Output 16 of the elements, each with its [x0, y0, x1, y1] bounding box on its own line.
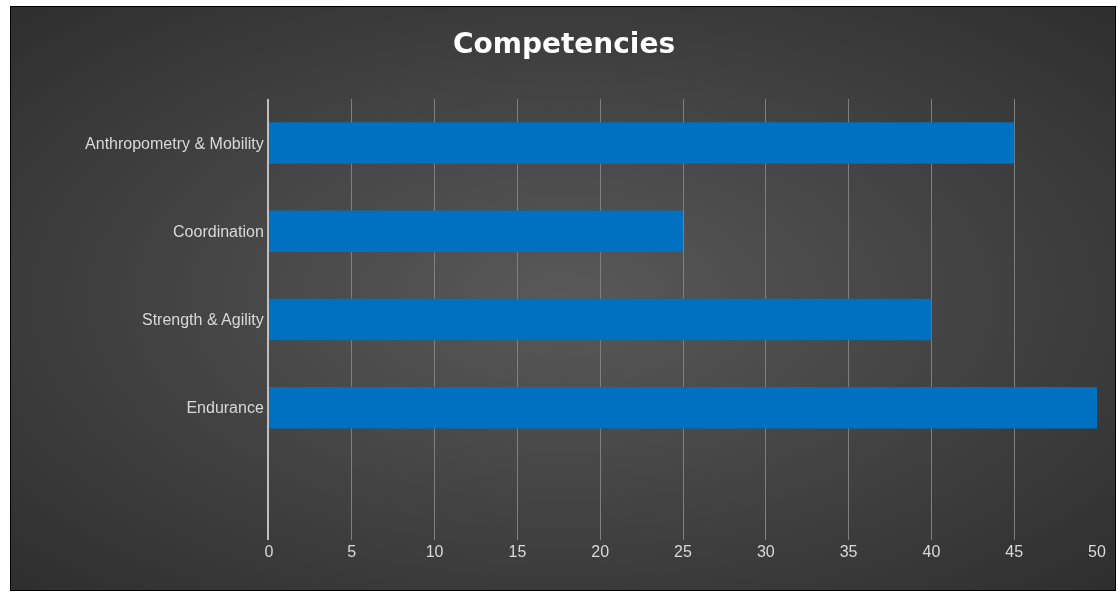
- x-tick-label: 35: [839, 543, 858, 560]
- y-tick-label: Coordination: [173, 222, 264, 240]
- x-tick-label: 45: [1005, 543, 1024, 560]
- x-tick-label: 40: [922, 543, 941, 560]
- x-tick-label: 50: [1088, 543, 1106, 560]
- x-tick-label: 5: [347, 543, 357, 560]
- y-tick-label: Strength & Agility: [141, 311, 264, 329]
- x-tick-label: 10: [425, 543, 444, 560]
- x-tick-label: 15: [508, 543, 527, 560]
- x-tick-label: 0: [264, 543, 274, 560]
- x-tick-label: 25: [674, 543, 692, 560]
- x-tick-label: 20: [591, 543, 610, 560]
- y-tick-label: Anthropometry & Mobility: [85, 134, 264, 152]
- y-tick-label: Endurance: [186, 399, 264, 417]
- chart-title: Competencies: [452, 26, 676, 60]
- x-tick-label: 30: [756, 543, 775, 560]
